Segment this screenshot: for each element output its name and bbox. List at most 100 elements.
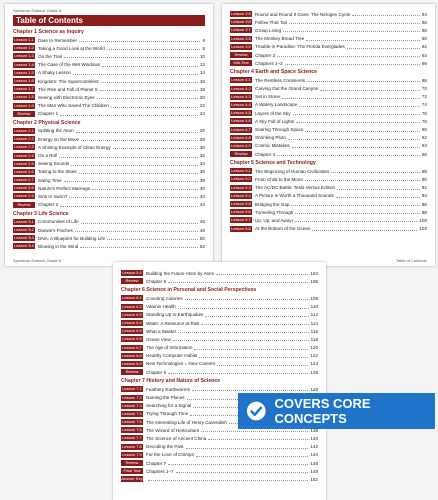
dot-leader (92, 186, 198, 191)
entry-title: Sink or Swim? (38, 193, 68, 199)
toc-entry: Lesson 6.8 Healthy Computer Habits 122 (121, 352, 318, 360)
entry-label: Lesson 3.9 (230, 43, 252, 50)
entry-title: The Monkey Bread Tree (255, 36, 305, 42)
page-number: 112 (310, 312, 318, 318)
entry-label: Lesson 2.7 (13, 177, 35, 184)
toc-entry: Lesson 5.3 The AC/DC Battle: Tesla Versus… (230, 184, 427, 192)
entry-title: Darwin's Finches (38, 227, 73, 233)
page-number: 54 (421, 11, 427, 17)
entry-title: The Beginning of Human Civilization (255, 168, 330, 174)
page-number: 88 (421, 168, 427, 174)
page-number: 152 (310, 476, 318, 482)
toc-entry: Mid-Test Chapters 1–3 66 (230, 59, 427, 67)
dot-leader (185, 445, 309, 449)
entry-title: What a Waste! (146, 328, 176, 334)
entry-title: Layers of the Sky (255, 110, 291, 116)
entry-title: Chapter 4 (255, 151, 276, 157)
page-number: 104 (310, 270, 318, 276)
dot-leader (78, 170, 198, 174)
entry-label: Lesson 2.5 (13, 160, 35, 167)
page-number: 146 (310, 460, 318, 466)
entry-title: Chapter 7 (146, 460, 167, 466)
dot-leader (168, 279, 309, 284)
toc-entry: Lesson 1.9 The Man Who Saved The Children… (13, 102, 205, 110)
entry-title: Searching for a Signal (146, 403, 192, 409)
entry-label: Lesson 6.6 (121, 336, 143, 343)
toc-entry: Lesson 4.6 A Sky Full of Lights 78 (230, 117, 427, 125)
dot-leader (305, 128, 420, 132)
dot-leader (110, 104, 198, 108)
dot-leader (282, 95, 420, 99)
entry-title: Seeing Sounds (38, 161, 70, 167)
dot-leader (306, 37, 420, 41)
entry-label: Lesson 6.3 (121, 311, 143, 318)
entry-title: A Picture is Worth a Thousand Sounds (255, 193, 334, 199)
page-number: 10 (199, 53, 205, 59)
dot-leader (75, 129, 198, 133)
entry-title: Tunneling Through (255, 209, 294, 215)
entry-title: The Case of the Wet Windows (38, 62, 100, 68)
page-number: 100 (419, 217, 427, 223)
entry-label: Review (230, 52, 252, 59)
page-number: 24 (199, 111, 205, 117)
toc-entry: Lesson 3.6 Follow That Tail 56 (230, 18, 427, 26)
toc-entry: Answer Key 152 (121, 475, 318, 483)
page-number: 120 (310, 345, 318, 351)
page-number: 46 (199, 219, 205, 225)
entry-label: Lesson 4.4 (230, 101, 252, 108)
entry-label: Lesson 7.3 (121, 402, 143, 409)
entry-label: Lesson 1.2 (13, 45, 35, 52)
toc-entry: Lesson 5.2 From Child to the Moon 90 (230, 175, 427, 183)
toc-entry: Review Chapter 7 146 (121, 459, 318, 467)
dot-leader (208, 436, 309, 441)
toc-entry: Lesson 2.2 Energy on the Move 28 (13, 135, 205, 143)
entry-label: Lesson 5.4 (230, 192, 252, 199)
entry-title: Building the Future Atom by Atom (146, 270, 215, 276)
dot-leader (107, 236, 198, 241)
entry-label: Lesson 5.8 (230, 225, 252, 232)
toc-entry: Lesson 3.4 Blowing in the Wind 52 (13, 242, 205, 250)
page-number: 144 (310, 452, 318, 458)
dot-leader (337, 186, 420, 190)
entry-title: Ocean View (146, 336, 171, 342)
entry-title: Chapter 1 (38, 111, 59, 117)
entry-title: The Science of Ancient China (146, 435, 207, 441)
entry-label: Lesson 4.7 (230, 126, 252, 133)
entry-label: Lesson 3.3 (13, 235, 35, 242)
toc-entry: Lesson 2.5 Seeing Sounds 34 (13, 160, 205, 168)
toc-entry: Lesson 3.5 Round and Round It Goes: The N… (230, 10, 427, 18)
entry-title: Chapter 3 (255, 52, 276, 58)
entry-title: Group Living (255, 27, 282, 33)
toc-entry: Lesson 3.8 The Monkey Bread Tree 60 (230, 35, 427, 43)
entry-title: A Sky Full of Lights (255, 118, 295, 124)
entry-title: Feathery Earthworms (146, 386, 190, 392)
page-number: 14 (199, 70, 205, 76)
dot-leader (320, 87, 420, 91)
dot-leader (294, 218, 418, 223)
entry-title: Healthy Computer Habits (146, 353, 198, 359)
entry-label: Lesson 1.1 (13, 37, 35, 44)
page-title: Table of Contents (13, 15, 205, 26)
dot-leader (177, 329, 309, 334)
page-number: 30 (199, 144, 205, 150)
toc-entry: Lesson 6.6 Ocean View 118 (121, 335, 318, 343)
dot-leader (292, 111, 420, 116)
page-number: 64 (421, 52, 427, 58)
page-number: 82 (421, 135, 427, 141)
entry-label: Lesson 5.1 (230, 168, 252, 175)
entry-label: Lesson 7.5 (121, 419, 143, 426)
entry-label: Lesson 6.7 (121, 344, 143, 351)
toc-entry: Lesson 1.2 Taking a Good Look at the Worl… (13, 44, 205, 52)
check-icon (246, 401, 266, 421)
entry-label: Lesson 6.1 (121, 295, 143, 302)
entry-title: From Child to the Moon (255, 176, 303, 182)
toc-entry: Review Chapter 2 44 (13, 201, 205, 209)
entry-title: Vitamin Health (146, 304, 176, 310)
toc-entry: Lesson 6.9 New Technologies = New Careers… (121, 360, 318, 368)
page-number: 114 (310, 320, 318, 326)
entry-label: Lesson 3.4 (13, 243, 35, 250)
entry-title: Taking to the Skies (38, 169, 77, 175)
entry-title: Chapter 6 (146, 369, 167, 375)
page-number: 34 (199, 161, 205, 167)
